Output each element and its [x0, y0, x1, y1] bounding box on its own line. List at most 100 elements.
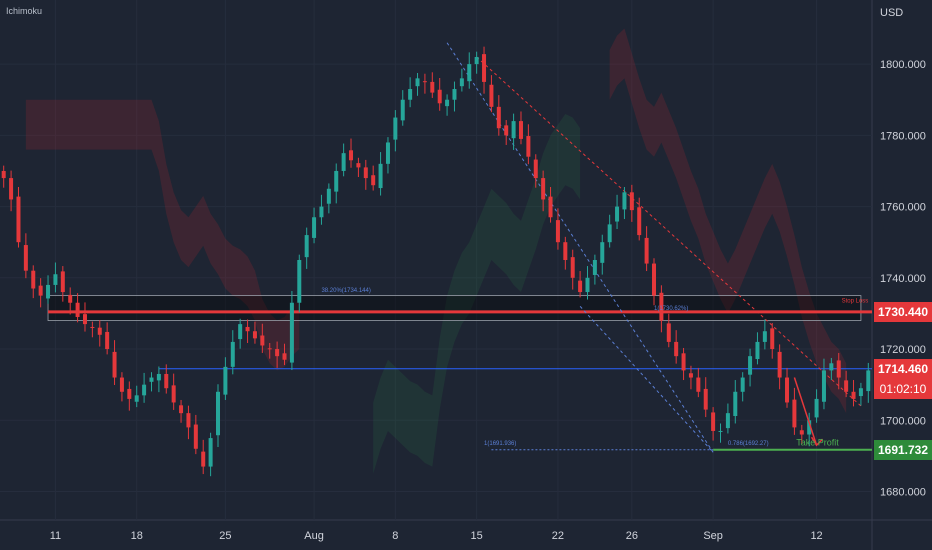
candle-body	[267, 348, 272, 350]
candle-body	[53, 274, 58, 285]
candle-body	[770, 328, 775, 350]
candle-body	[740, 377, 745, 392]
candle-body	[171, 385, 176, 403]
candle-body	[356, 163, 361, 168]
candle-body	[9, 178, 14, 200]
candle-body	[777, 351, 782, 378]
candle-body	[592, 260, 597, 275]
indicator-label: Ichimoku	[6, 6, 43, 16]
annotation-label: 38.20%(1734.144)	[321, 288, 370, 294]
candle-body	[533, 159, 538, 179]
annotation-label: Take Profit	[796, 438, 839, 448]
candle-body	[437, 89, 442, 104]
candle-body	[762, 331, 767, 342]
x-tick-label: 25	[219, 530, 231, 542]
candle-body	[179, 405, 184, 414]
candle-body	[496, 106, 501, 129]
candle-body	[134, 395, 139, 402]
candle-body	[156, 373, 161, 381]
candle-body	[38, 285, 43, 296]
candle-body	[555, 220, 560, 243]
take-profit-price-tag: 1691.732	[874, 439, 932, 460]
projection-arrow-head	[810, 436, 824, 447]
candle-body	[97, 327, 102, 335]
candle-body	[814, 398, 819, 418]
candle-body	[245, 326, 250, 332]
candle-body	[829, 363, 834, 371]
candle-body	[371, 175, 376, 186]
candle-body	[105, 331, 110, 350]
candle-body	[1, 170, 6, 179]
candle-body	[733, 391, 738, 416]
candle-body	[703, 388, 708, 410]
candle-body	[866, 370, 871, 392]
candle-body	[334, 170, 339, 192]
candle-body	[304, 235, 309, 258]
current-price-tag: 1714.460	[874, 358, 932, 379]
candle-body	[807, 420, 812, 435]
candle-body	[23, 245, 28, 271]
candle-body	[349, 150, 354, 161]
y-tick-label: 1740.000	[880, 273, 926, 285]
candle-body	[326, 188, 331, 204]
x-tick-label: 8	[392, 530, 398, 542]
candle-body	[718, 430, 723, 432]
resistance-zone	[47, 295, 862, 321]
candle-body	[755, 341, 760, 360]
candle-body	[378, 163, 383, 189]
candle-body	[142, 384, 147, 396]
candle-body	[644, 237, 649, 264]
candle-body	[511, 121, 516, 139]
candle-body	[696, 377, 701, 392]
x-tick-label: 22	[552, 530, 564, 542]
candle-body	[600, 242, 605, 263]
x-tick-label: 12	[810, 530, 822, 542]
candle-body	[193, 424, 198, 449]
annotation-label: 1(1691.936)	[484, 441, 516, 447]
annotation-label: 0.786(1692.27)	[728, 441, 769, 447]
candle-body	[821, 370, 826, 402]
candle-body	[60, 271, 65, 293]
candle-body	[393, 117, 398, 140]
candle-body	[622, 192, 627, 210]
candle-body	[164, 373, 169, 389]
candle-body	[681, 353, 686, 371]
candle-body	[422, 81, 427, 83]
candle-body	[385, 142, 390, 164]
candle-body	[127, 388, 132, 399]
candle-body	[201, 451, 206, 467]
downtrend-line	[476, 56, 862, 407]
countdown-tag: 01:02:10	[874, 378, 932, 399]
candle-body	[674, 341, 679, 357]
candle-body	[260, 335, 265, 346]
y-tick-label: 1720.000	[880, 344, 926, 356]
candle-body	[836, 360, 841, 378]
x-tick-label: 15	[471, 530, 483, 542]
candle-body	[319, 206, 324, 218]
candle-body	[223, 366, 228, 395]
y-tick-label: 1700.000	[880, 415, 926, 427]
x-tick-label: Sep	[703, 530, 723, 542]
candle-body	[82, 314, 87, 325]
candle-body	[415, 78, 420, 87]
y-tick-label: 1800.000	[880, 59, 926, 71]
candle-body	[629, 192, 634, 211]
y-tick-label: 1760.000	[880, 202, 926, 214]
candle-body	[570, 257, 575, 278]
candle-body	[452, 89, 457, 100]
ichimoku-cloud-bullish	[373, 113, 581, 474]
candle-body	[282, 353, 287, 360]
candle-body	[637, 207, 642, 236]
candle-body	[858, 388, 863, 397]
y-tick-label: 1780.000	[880, 130, 926, 142]
candle-body	[518, 121, 523, 139]
x-tick-label: 18	[131, 530, 143, 542]
candle-body	[652, 263, 656, 296]
candle-body	[68, 294, 73, 303]
ichimoku-cloud-bearish-2	[609, 28, 847, 414]
candle-body	[666, 323, 671, 342]
candle-body	[230, 341, 235, 367]
candle-body	[748, 356, 753, 375]
